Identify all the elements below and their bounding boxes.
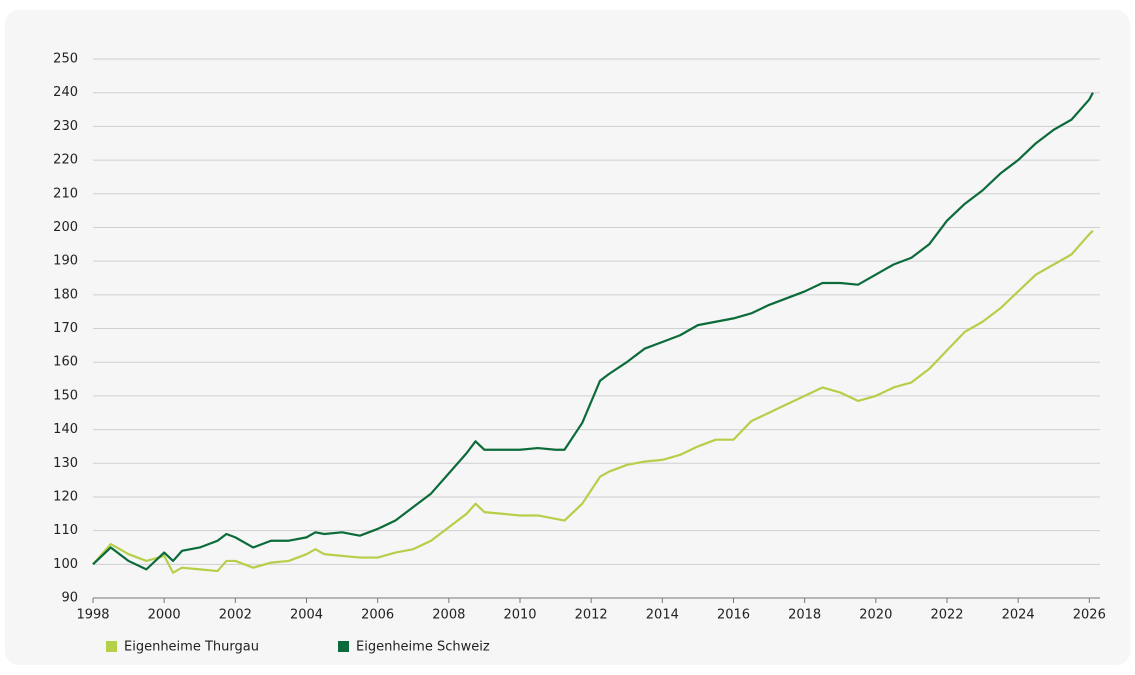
- legend-swatch: [338, 641, 349, 652]
- x-tick-label: 2020: [859, 608, 892, 623]
- lines: [92, 92, 1094, 574]
- x-tick-label: 2010: [503, 608, 536, 623]
- y-tick-label: 120: [53, 489, 78, 504]
- card: [5, 10, 1130, 665]
- y-tick-label: 140: [53, 422, 78, 437]
- y-tick-label: 210: [53, 186, 78, 201]
- legend: Eigenheime Thurgau Eigenheime Schweiz: [106, 640, 490, 655]
- x-tick-label: 1998: [76, 608, 109, 623]
- labels: 90 100 110 120 130 140 150 160 170 180 190 200 210 22…: [53, 52, 1106, 623]
- legend-label: Eigenheime Schweiz: [356, 640, 490, 655]
- y-tick-label: 220: [53, 153, 78, 168]
- y-tick-label: 240: [53, 85, 78, 100]
- y-tick-label: 90: [61, 591, 78, 606]
- series-line: [92, 230, 1094, 574]
- y-tick-label: 100: [53, 557, 78, 572]
- y-tick-label: 110: [53, 523, 78, 538]
- x-tick-label: 2014: [646, 608, 679, 623]
- y-tick-label: 230: [53, 119, 78, 134]
- x-tick-label: 2008: [432, 608, 465, 623]
- x-tick-label: 2022: [930, 608, 963, 623]
- x-tick-label: 2016: [717, 608, 750, 623]
- legend-swatch: [106, 641, 117, 652]
- x-tick-label: 2026: [1073, 608, 1106, 623]
- x-tick-label: 2018: [788, 608, 821, 623]
- series-line: [92, 92, 1094, 571]
- y-tick-label: 200: [53, 220, 78, 235]
- y-tick-label: 150: [53, 388, 78, 403]
- legend-label: Eigenheime Thurgau: [124, 640, 259, 655]
- y-tick-label: 160: [53, 355, 78, 370]
- y-tick-label: 180: [53, 287, 78, 302]
- grid: [92, 58, 1100, 603]
- y-tick-label: 130: [53, 456, 78, 471]
- y-tick-label: 170: [53, 321, 78, 336]
- x-tick-label: 2012: [575, 608, 608, 623]
- x-tick-label: 2006: [361, 608, 394, 623]
- x-tick-label: 2024: [1002, 608, 1035, 623]
- x-tick-label: 2000: [148, 608, 181, 623]
- x-tick-label: 2004: [290, 608, 323, 623]
- y-tick-label: 250: [53, 52, 78, 67]
- y-tick-label: 190: [53, 254, 78, 269]
- x-tick-label: 2002: [219, 608, 252, 623]
